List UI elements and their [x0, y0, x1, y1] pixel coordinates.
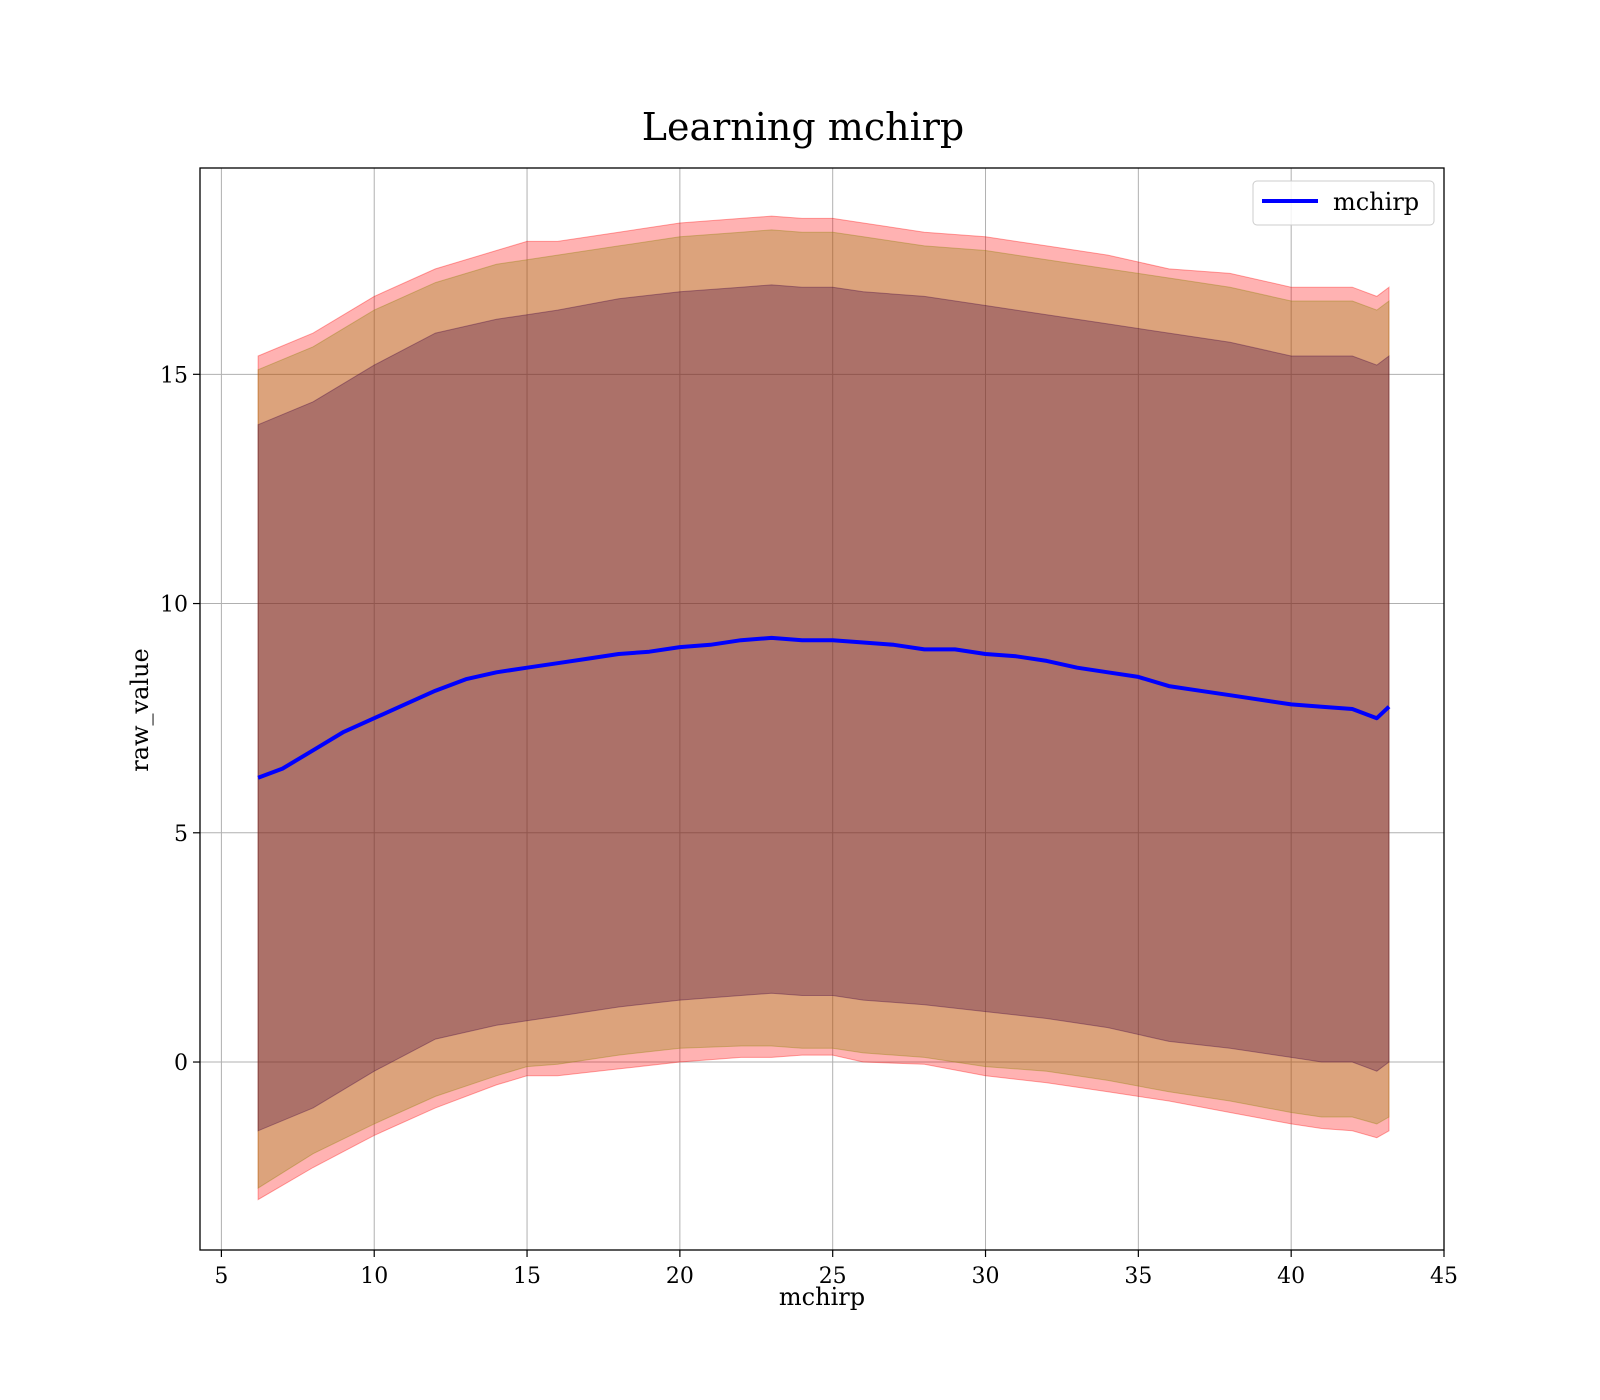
- plot-background: [200, 168, 1444, 1250]
- chart-title: Learning mchirp: [642, 105, 964, 149]
- x-tick-label: 40: [1277, 1264, 1305, 1289]
- x-tick-label: 15: [513, 1264, 541, 1289]
- x-tick-label: 35: [1124, 1264, 1152, 1289]
- y-tick-label: 10: [160, 593, 188, 618]
- band-inner: [257, 284, 1390, 1132]
- y-tick-label: 5: [174, 822, 188, 847]
- x-tick-label: 45: [1430, 1264, 1458, 1289]
- plot-frame: [199, 167, 1445, 1251]
- x-tick-label: 25: [819, 1264, 847, 1289]
- legend: mchirp: [1252, 180, 1435, 226]
- y-axis-label: raw_value: [126, 648, 154, 772]
- legend-box: [1252, 180, 1435, 226]
- x-tick-label: 20: [666, 1264, 694, 1289]
- series-lines: [257, 635, 1391, 780]
- legend-label-mchirp: mchirp: [1333, 188, 1419, 216]
- series-line-mchirp: [257, 635, 1391, 780]
- confidence-bands: [257, 215, 1390, 1201]
- y-tick-label: 15: [160, 363, 188, 388]
- band-outer: [257, 215, 1390, 1201]
- x-tick-label: 10: [360, 1264, 388, 1289]
- band-middle: [257, 229, 1390, 1190]
- y-tick-label: 0: [174, 1051, 188, 1076]
- x-tick-label: 5: [214, 1264, 228, 1289]
- x-tick-label: 30: [972, 1264, 1000, 1289]
- axis-ticks: 5 10 15 20 25 30 35 40 45 0 5 10 15: [160, 363, 1458, 1289]
- x-axis-label: mchirp: [779, 1283, 865, 1311]
